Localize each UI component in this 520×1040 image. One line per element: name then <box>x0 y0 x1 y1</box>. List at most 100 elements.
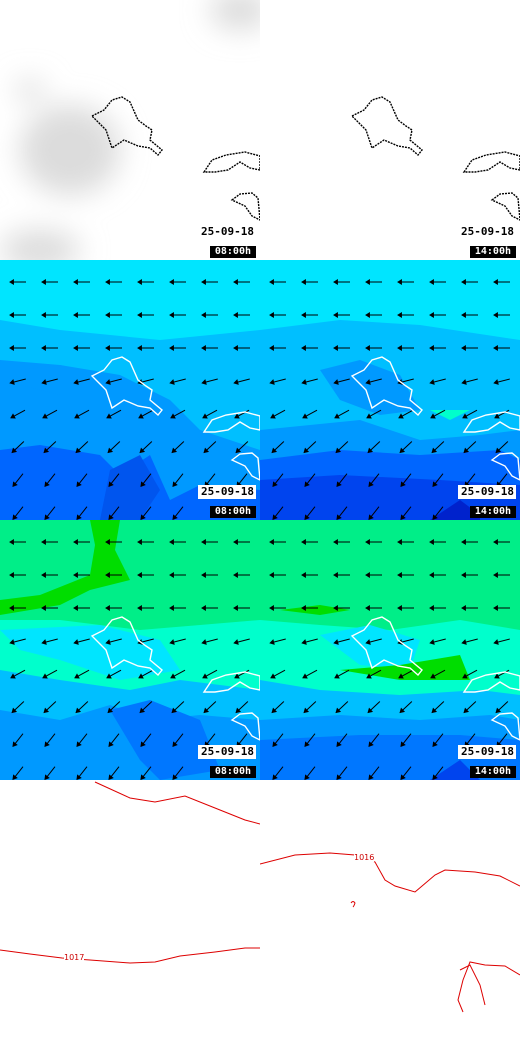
wind-arrow-head <box>105 572 110 578</box>
wind-arrow-head <box>105 379 111 385</box>
wind-arrow-head <box>137 312 142 318</box>
wind-arrow-head <box>73 639 79 645</box>
wind-arrow-head <box>399 707 406 714</box>
wind-arrow-head <box>140 481 146 488</box>
wind-arrow-head <box>368 774 374 780</box>
wind-arrow-head <box>44 774 50 780</box>
wind-arrow-head <box>105 345 110 351</box>
wind-arrow-head <box>270 673 276 679</box>
wind-arrow-head <box>365 312 370 318</box>
wind-arrow-head <box>203 707 210 714</box>
wind-arrow-head <box>432 514 438 520</box>
wind-arrow-head <box>365 379 371 385</box>
wind-arrow-head <box>270 413 276 419</box>
wind-arrow-head <box>429 379 435 385</box>
wind-arrow-head <box>201 345 206 351</box>
wind-arrow-head <box>495 447 502 454</box>
wind-arrow-head <box>333 539 338 545</box>
date-label: 25-09-18 <box>198 745 256 759</box>
wind-arrow-head <box>462 673 468 679</box>
wind-arrow-head <box>461 639 467 645</box>
wind-arrow-head <box>73 572 78 578</box>
wind-arrow-head <box>368 514 374 520</box>
wind-arrow-head <box>11 707 18 714</box>
coastline <box>350 356 520 481</box>
cloud-map-0800: 25-09-18 08:00h <box>0 0 260 260</box>
wind-arrow-head <box>463 447 470 454</box>
wind-arrow-head <box>301 572 306 578</box>
wind-arrow-head <box>137 345 142 351</box>
wind-arrow-head <box>233 539 238 545</box>
wind-arrow-head <box>9 279 14 285</box>
wind-arrow-head <box>233 345 238 351</box>
wind-arrow-head <box>334 673 340 679</box>
wind-arrow-head <box>170 673 176 679</box>
wind-arrow-head <box>461 539 466 545</box>
wind-arrow-head <box>397 312 402 318</box>
wind-arrow-head <box>41 312 46 318</box>
isobar-line <box>457 961 520 1013</box>
wind-arrow-head <box>73 312 78 318</box>
date-label: 25-09-18 <box>458 225 516 239</box>
wind-arrow-head <box>269 539 274 545</box>
wind-arrow-head <box>169 572 174 578</box>
wind-arrow-head <box>233 605 238 611</box>
wind-arrow-head <box>272 514 278 520</box>
wind-arrow-head <box>269 639 275 645</box>
cloud-layer <box>0 0 260 260</box>
wind-arrow-head <box>73 345 78 351</box>
wind-arrow-head <box>333 605 338 611</box>
wind-arrow-head <box>397 572 402 578</box>
wind-arrow-head <box>429 539 434 545</box>
wind-arrow-head <box>493 279 498 285</box>
wind-arrow-head <box>235 707 242 714</box>
wind-arrow-head <box>461 279 466 285</box>
wind-arrow-head <box>107 447 114 454</box>
wind-arrow-head <box>201 312 206 318</box>
wind-arrow-head <box>461 605 466 611</box>
wind-arrow-head <box>234 413 240 419</box>
wind-arrow-head <box>9 345 14 351</box>
wind-arrow-head <box>41 345 46 351</box>
wind-arrow-head <box>43 707 50 714</box>
wind-arrow-head <box>400 514 406 520</box>
wind-arrow-head <box>140 774 146 780</box>
wind-arrow-head <box>429 312 434 318</box>
wind-arrow-head <box>201 279 206 285</box>
wind-arrow-head <box>105 639 111 645</box>
wind-arrow-head <box>301 639 307 645</box>
wind-arrow-head <box>493 639 499 645</box>
wind-arrow-head <box>336 741 342 748</box>
isobar-line <box>260 852 520 893</box>
wind-arrow-head <box>44 741 50 748</box>
wind-arrow-head <box>169 605 174 611</box>
wind-arrow-head <box>368 481 374 488</box>
wind-arrow-head <box>366 673 372 679</box>
wind-arrow-head <box>493 345 498 351</box>
wind-arrow-head <box>172 481 178 488</box>
wind-arrow-head <box>461 312 466 318</box>
wind-arrow-head <box>76 741 82 748</box>
wind-arrow-head <box>73 605 78 611</box>
wind-map-1400: 25-09-18 14:00h <box>260 260 520 520</box>
wind-arrow-head <box>269 605 274 611</box>
wind-arrow-head <box>76 774 82 780</box>
wind-arrow-head <box>12 481 18 488</box>
wind-arrow-head <box>169 345 174 351</box>
wind-arrow-head <box>430 413 436 419</box>
wind-arrow-head <box>137 279 142 285</box>
wind-arrow-head <box>304 481 310 488</box>
wind-arrow-head <box>334 413 340 419</box>
wind-arrow-head <box>76 481 82 488</box>
wind-arrow-head <box>365 605 370 611</box>
wind-arrow-head <box>429 572 434 578</box>
wind-arrow-head <box>137 539 142 545</box>
wind-arrow-head <box>171 447 178 454</box>
wind-arrow-head <box>41 279 46 285</box>
wind-arrow-head <box>493 605 498 611</box>
wind-arrow-head <box>303 447 310 454</box>
wind-arrow-head <box>463 707 470 714</box>
wind-arrow-head <box>42 673 48 679</box>
wind-arrow-head <box>172 741 178 748</box>
wind-layer <box>260 260 520 520</box>
